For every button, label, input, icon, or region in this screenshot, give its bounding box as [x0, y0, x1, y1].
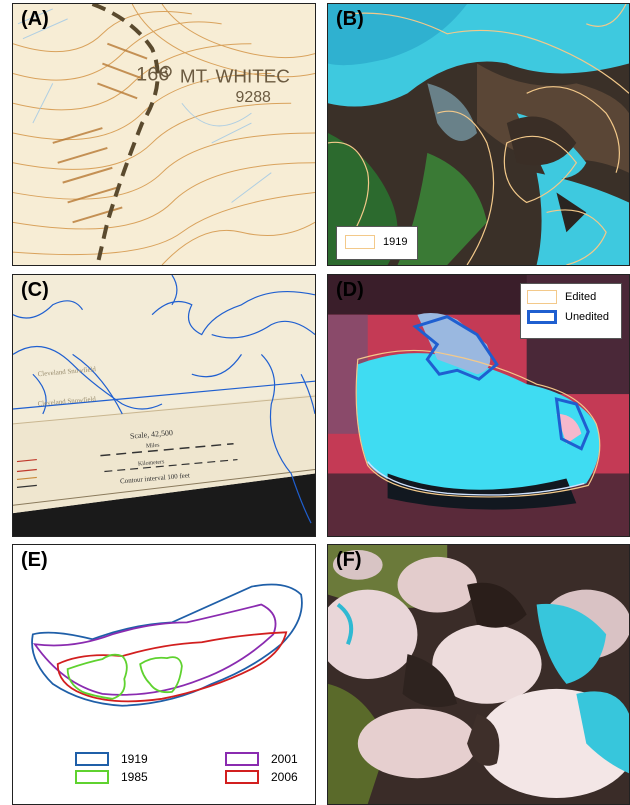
panel-f-label: (F): [336, 549, 362, 571]
legend-swatch-2001: [225, 752, 259, 766]
legend-label-unedited: Unedited: [565, 311, 610, 323]
panel-e-outlines: (E) 1919 2001 1985 2006: [12, 544, 316, 805]
legend-swatch-1919: [345, 235, 375, 249]
panel-a-topo-map: 166 MT. WHITEC 9288 (A): [12, 3, 316, 266]
panel-a-label: (A): [21, 8, 49, 30]
panel-f-cloudy-satellite: (F): [327, 544, 630, 805]
legend-label-1985: 1985: [121, 770, 148, 784]
legend-item-1985: 1985: [75, 770, 225, 784]
topo-map-image: 166 MT. WHITEC 9288: [13, 4, 315, 265]
outline-2006: [56, 631, 288, 703]
panel-b-legend: 1919: [336, 226, 418, 260]
legend-swatch-edited: [527, 290, 557, 304]
outline-1919: [31, 583, 303, 707]
legend-item-1919: 1919: [75, 752, 225, 766]
panel-d-legend: Edited Unedited: [520, 283, 622, 339]
outline-1985: [66, 653, 183, 700]
legend-label-2006: 2006: [271, 770, 298, 784]
panel-e-legend: 1919 2001 1985 2006: [75, 752, 315, 784]
false-color-image: [328, 275, 629, 536]
km-text: Kilometers: [138, 459, 166, 467]
outline-2001: [32, 603, 277, 696]
legend-label-1919: 1919: [383, 236, 408, 248]
glacier-outlines-diagram: [31, 583, 303, 707]
scale-text: Scale, 42,500: [130, 428, 174, 441]
legend-item-2001: 2001: [225, 752, 315, 766]
peak-name: MT. WHITEC: [180, 65, 290, 86]
legend-swatch-unedited: [527, 310, 557, 324]
satellite-image-b: [328, 4, 629, 265]
legend-swatch-1985: [75, 770, 109, 784]
panel-c-map-photo: Cleveland Snowfield Cleveland Snowfield …: [12, 274, 316, 537]
panel-b-satellite: (B) 1919: [327, 3, 630, 266]
panel-d-false-color: (D) Edited Unedited: [327, 274, 630, 537]
cloudy-satellite-image: [328, 545, 629, 804]
panel-c-label: (C): [21, 279, 49, 301]
legend-item-2006: 2006: [225, 770, 315, 784]
panel-d-label: (D): [336, 279, 364, 301]
legend-swatch-1919: [75, 752, 109, 766]
panel-b-label: (B): [336, 8, 364, 30]
legend-label-2001: 2001: [271, 752, 298, 766]
map-photo-image: Cleveland Snowfield Cleveland Snowfield …: [13, 275, 315, 536]
peak-elevation: 9288: [236, 89, 272, 106]
peak-number: 166: [136, 63, 169, 85]
legend-label-edited: Edited: [565, 291, 597, 303]
legend-label-1919: 1919: [121, 752, 148, 766]
miles-text: Miles: [146, 442, 161, 449]
legend-swatch-2006: [225, 770, 259, 784]
panel-e-label: (E): [21, 549, 48, 571]
